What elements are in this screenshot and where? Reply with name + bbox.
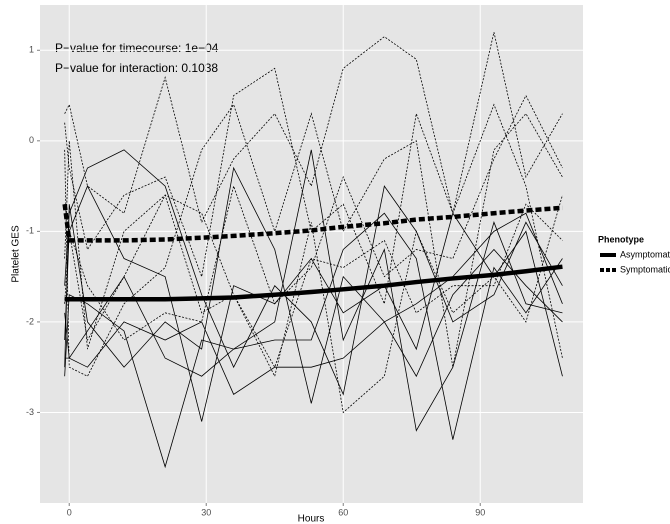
legend-label: Symptomatic — [620, 264, 670, 274]
subject-line — [64, 94, 563, 341]
y-tick-label: -3 — [26, 407, 34, 417]
y-axis-title: Platelet GES — [11, 225, 22, 283]
subject-line — [64, 212, 563, 395]
x-axis-title: Hours — [298, 514, 325, 524]
fit-line — [64, 264, 563, 302]
subject-line — [64, 149, 563, 469]
fit-line — [62, 203, 563, 243]
legend-label: Asymptomatic — [620, 249, 670, 259]
y-tick-label: -2 — [26, 316, 34, 326]
panel — [40, 5, 583, 503]
x-tick-label: 30 — [201, 507, 211, 517]
subject-line — [64, 149, 563, 396]
x-tick-label: 60 — [338, 507, 348, 517]
x-tick-label: 0 — [67, 507, 72, 517]
annotation: P−value for timecourse: 1e−04 — [55, 41, 219, 55]
legend-title: Phenotype — [598, 234, 644, 244]
y-tick-label: 0 — [29, 135, 34, 145]
subject-line — [64, 67, 563, 359]
annotation: P−value for interaction: 0.1038 — [55, 61, 218, 75]
subject-line — [64, 212, 563, 440]
y-tick-label: -1 — [26, 226, 34, 236]
subject-line — [64, 194, 563, 369]
x-tick-label: 90 — [475, 507, 485, 517]
subject-line — [64, 103, 563, 377]
y-tick-label: 1 — [29, 45, 34, 55]
